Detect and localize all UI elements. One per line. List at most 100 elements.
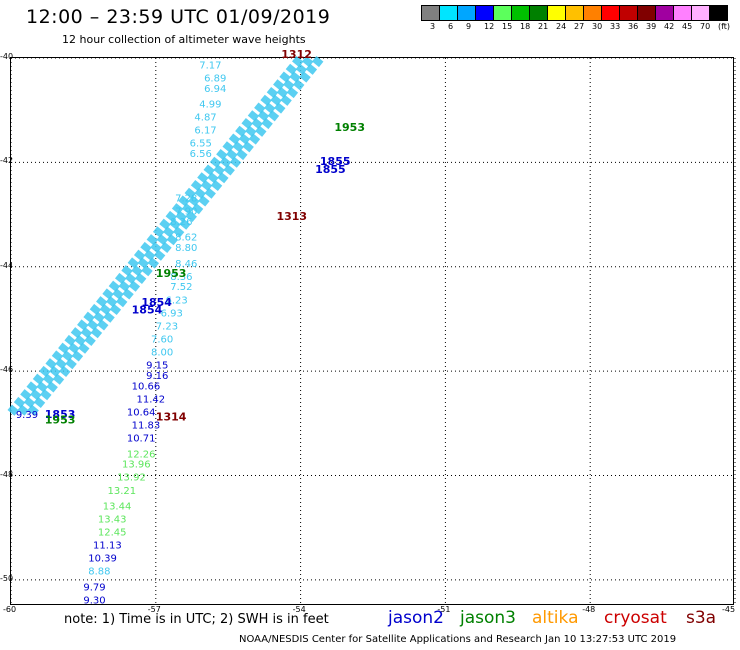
latitude-label: -40: [0, 52, 14, 61]
wave-height-label: 10.66: [132, 381, 161, 392]
colorbar-swatch: [457, 5, 476, 21]
colorbar-swatch: [709, 5, 728, 21]
wave-height-label: 10.64: [127, 408, 156, 419]
credit-line: NOAA/NESDIS Center for Satellite Applica…: [239, 634, 677, 645]
colorbar: [421, 5, 728, 21]
colorbar-swatch: [475, 5, 494, 21]
colorbar-label: (ft): [718, 22, 731, 31]
wave-height-label: 4.87: [194, 113, 216, 124]
wave-height-label: 7.17: [199, 60, 221, 71]
pass-time-label: 1953: [334, 121, 365, 134]
legend-jason2: jason2: [388, 608, 444, 628]
colorbar-swatch: [673, 5, 692, 21]
latitude-label: -50: [0, 573, 14, 583]
altimeter-track-band: [17, 55, 315, 416]
pass-time-label: 1313: [276, 210, 307, 223]
wave-height-label: 13.44: [103, 501, 132, 512]
wave-height-label: 13.92: [117, 473, 146, 484]
colorbar-label: 33: [610, 22, 621, 31]
wave-height-label: 10.39: [88, 554, 117, 565]
pass-time-label: 1853: [45, 408, 76, 421]
pass-time-label: 1314: [156, 411, 187, 424]
colorbar-label: 21: [538, 22, 549, 31]
colorbar-label: 18: [520, 22, 531, 31]
colorbar-label: 36: [628, 22, 639, 31]
legend-cryosat: cryosat: [604, 608, 667, 628]
colorbar-label: 27: [574, 22, 585, 31]
wave-height-label: 13.43: [98, 514, 127, 525]
colorbar-swatch: [439, 5, 458, 21]
colorbar-label: 42: [664, 22, 675, 31]
colorbar-label: 15: [502, 22, 513, 31]
colorbar-label: 12: [484, 22, 495, 31]
wave-height-label: 8.26: [170, 217, 192, 228]
pass-time-label: 1854: [132, 304, 163, 317]
longitude-label: -54: [292, 605, 306, 614]
colorbar-swatch: [493, 5, 512, 21]
colorbar-swatch: [511, 5, 530, 21]
map-subtitle: 12 hour collection of altimeter wave hei…: [62, 33, 306, 46]
colorbar-swatch: [619, 5, 638, 21]
wave-height-label: 6.93: [161, 308, 183, 319]
wave-height-label: 10.71: [127, 434, 156, 445]
map-title: 12:00 – 23:59 UTC 01/09/2019: [26, 6, 331, 28]
wave-height-label: 9.16: [146, 371, 168, 382]
longitude-label: -51: [437, 605, 451, 614]
wave-height-label: 12.26: [127, 449, 156, 460]
wave-height-label: 11.42: [136, 394, 165, 405]
colorbar-swatch: [547, 5, 566, 21]
longitude-label: -45: [722, 605, 736, 614]
pass-time-label: 1953: [45, 413, 76, 426]
colorbar-labels: 3 6 9 12 15 18 21 24 27 30 33 36 39 42 45 70 (ft): [421, 22, 740, 34]
wave-height-label: 9.79: [83, 582, 105, 593]
colorbar-swatch: [691, 5, 710, 21]
wave-height-label: 8.46: [175, 259, 197, 270]
pass-time-label: 1855: [320, 155, 351, 168]
wave-height-label: 13.21: [108, 486, 137, 497]
altimeter-track-band: [27, 55, 325, 416]
pass-time-label: 1312: [281, 48, 312, 61]
wave-height-label: 6.17: [194, 126, 216, 137]
latitude-label: -44: [0, 260, 14, 270]
wave-height-label: 6.55: [190, 139, 212, 150]
legend-jason3: jason3: [460, 608, 516, 628]
colorbar-label: 24: [556, 22, 567, 31]
wave-height-label: 11.83: [132, 421, 161, 432]
pass-time-label: 1953: [156, 267, 187, 280]
longitude-label: -60: [3, 605, 17, 614]
map-panel: 7.17 6.89 6.94 4.99 4.87 6.17 6.55 6.56 7.28 7.90…: [7, 48, 736, 606]
wave-height-label: 9.15: [146, 361, 168, 372]
colorbar-label: 9: [466, 22, 472, 31]
latitude-label: -48: [0, 469, 14, 479]
wave-height-label: 8.36: [170, 272, 192, 283]
wave-height-label: 7.90: [175, 207, 197, 218]
colorbar-label: 6: [448, 22, 454, 31]
wave-height-label: 4.99: [199, 100, 221, 111]
colorbar-swatch: [421, 5, 440, 21]
wave-height-label: 7.23: [156, 321, 178, 332]
pass-time-label: 1854: [141, 296, 172, 309]
wave-height-label: 6.94: [204, 84, 226, 95]
colorbar-swatch: [565, 5, 584, 21]
colorbar-swatch: [601, 5, 620, 21]
latitude-label: -46: [0, 365, 14, 375]
wave-height-label: 8.80: [175, 243, 197, 254]
map-canvas: 7.17 6.896.94 4.99 4.87 6.17 6.556.56 7.28 7.90…: [7, 48, 736, 606]
colorbar-label: 30: [592, 22, 603, 31]
colorbar-label: 3: [430, 22, 436, 31]
longitude-label: -57: [147, 605, 161, 614]
wave-height-label: 8.00: [151, 347, 173, 358]
colorbar-swatch: [655, 5, 674, 21]
wave-height-label: 8.62: [175, 233, 197, 244]
wave-height-label: 12.45: [98, 528, 127, 539]
longitude-label: -48: [582, 605, 596, 614]
wave-height-label: 9.30: [83, 595, 105, 606]
altimeter-track-band: [7, 55, 305, 416]
wave-height-label: 6.89: [204, 73, 226, 84]
colorbar-swatch: [637, 5, 656, 21]
wave-height-label: 7.52: [170, 282, 192, 293]
latitude-label: -42: [0, 156, 14, 166]
colorbar-swatch: [583, 5, 602, 21]
wave-height-label: 9.39: [16, 410, 38, 421]
colorbar-label: 70: [700, 22, 711, 31]
